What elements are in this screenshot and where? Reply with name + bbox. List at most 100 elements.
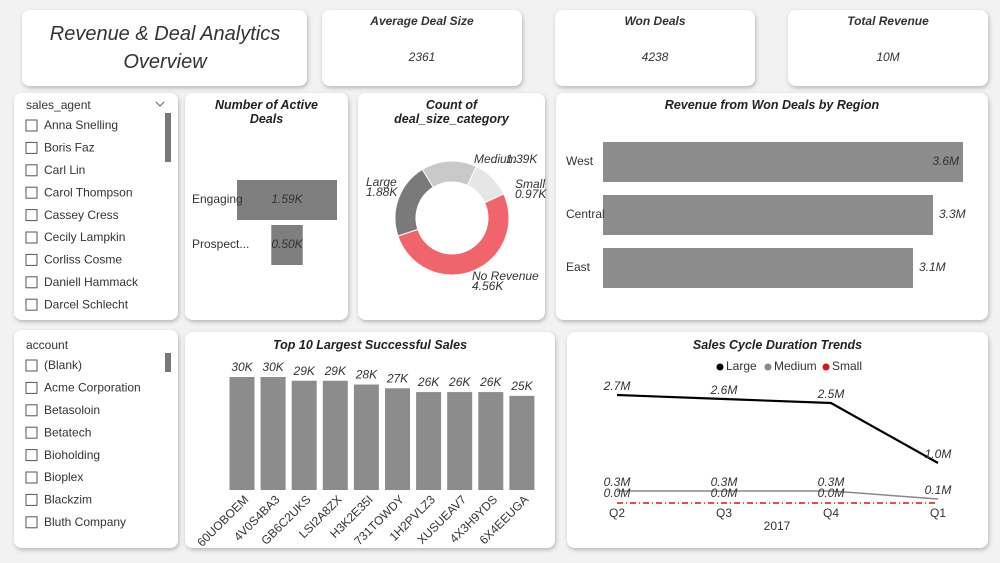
bar <box>603 142 963 182</box>
slicer-item[interactable]: Carol Thompson <box>44 185 133 199</box>
checkbox[interactable] <box>25 426 38 439</box>
y-tick-label: East <box>566 260 591 274</box>
kpi-value: 10M <box>876 50 899 64</box>
donut-category: Medium <box>474 152 517 166</box>
data-label: 29K <box>324 364 347 378</box>
data-label: 3.6M <box>932 154 959 168</box>
slicer-item[interactable]: Bluth Company <box>44 515 126 529</box>
chart-title: Sales Cycle Duration Trends <box>692 338 863 352</box>
slicer-item[interactable]: Acme Corporation <box>44 381 141 395</box>
checkbox[interactable] <box>25 119 38 132</box>
data-label: 2.6M <box>710 383 738 397</box>
legend-marker[interactable] <box>822 363 830 371</box>
checkbox[interactable] <box>25 404 38 417</box>
chart-panel <box>358 93 545 320</box>
data-label: 30K <box>262 360 284 374</box>
chevron[interactable] <box>155 101 165 107</box>
donut-category: Large <box>366 175 397 189</box>
slicer-field: sales_agent <box>26 98 91 112</box>
bar <box>509 395 535 490</box>
slicer-item[interactable]: Bioplex <box>44 470 83 484</box>
bar <box>322 380 348 490</box>
slicer-item[interactable]: Darcel Schlecht <box>44 297 129 311</box>
slicer-item[interactable]: Bioholding <box>44 448 100 462</box>
slicer-item[interactable]: Boris Faz <box>44 141 95 155</box>
x-tick-label: Q1 <box>930 506 946 520</box>
legend-marker[interactable] <box>764 363 772 371</box>
data-label: 3.3M <box>939 207 966 221</box>
chart-title: Revenue from Won Deals by Region <box>664 98 880 112</box>
slicer-item[interactable]: Betasoloin <box>44 403 100 417</box>
checkbox[interactable] <box>25 141 38 154</box>
slicer-item[interactable]: Corliss Cosme <box>44 253 122 267</box>
slicer-item[interactable]: Anna Snelling <box>44 118 118 132</box>
data-label: 0.0M <box>604 486 631 500</box>
checkbox[interactable] <box>25 298 38 311</box>
kpi-card <box>555 10 755 86</box>
data-label: 3.1M <box>919 260 946 274</box>
funnel-category: Prospect... <box>192 237 249 251</box>
checkbox[interactable] <box>25 381 38 394</box>
line-series <box>617 490 939 500</box>
funnel-bar <box>237 180 337 220</box>
bar <box>229 377 255 490</box>
kpi-value: 4238 <box>642 50 669 64</box>
scrollbar[interactable] <box>165 353 171 372</box>
checkbox[interactable] <box>25 449 38 462</box>
x-axis-label: 2017 <box>764 519 791 533</box>
checkbox[interactable] <box>25 493 38 506</box>
checkbox[interactable] <box>25 253 38 266</box>
data-label: 2.7M <box>603 379 631 393</box>
slicer-item[interactable]: Blackzim <box>44 493 92 507</box>
data-label: 29K <box>293 364 316 378</box>
donut-value: 1.88K <box>366 185 398 199</box>
data-label: 0.3M <box>604 475 631 489</box>
y-tick-label: Central <box>566 207 605 221</box>
x-tick-label: Q3 <box>716 506 732 520</box>
slicer-item[interactable]: Daniell Hammack <box>44 275 139 289</box>
bar <box>447 392 473 490</box>
legend-label[interactable]: Medium <box>774 359 817 373</box>
slicer-panel <box>14 330 178 548</box>
slicer-item[interactable]: Betatech <box>44 425 91 439</box>
slicer-item[interactable]: Carl Lin <box>44 163 85 177</box>
bar <box>291 380 317 490</box>
slicer-item[interactable]: Cassey Cress <box>44 208 119 222</box>
checkbox[interactable] <box>25 359 38 372</box>
bar <box>603 248 913 288</box>
kpi-value: 2361 <box>408 50 436 64</box>
checkbox[interactable] <box>25 209 38 222</box>
checkbox[interactable] <box>25 164 38 177</box>
donut-value: 4.56K <box>472 279 504 293</box>
dashboard-title: Revenue & Deal Analytics Overview <box>49 23 281 73</box>
legend-label[interactable]: Large <box>726 359 757 373</box>
bar <box>478 392 504 490</box>
data-label: 0.3M <box>711 475 738 489</box>
checkbox[interactable] <box>25 276 38 289</box>
slicer-item[interactable]: Cecily Lampkin <box>44 230 125 244</box>
legend-label[interactable]: Small <box>832 359 862 373</box>
checkbox[interactable] <box>25 471 38 484</box>
kpi-card <box>788 10 988 86</box>
checkbox[interactable] <box>25 231 38 244</box>
checkbox[interactable] <box>25 186 38 199</box>
x-tick-label: Q2 <box>609 506 625 520</box>
bar <box>603 195 933 235</box>
funnel-bar <box>271 225 303 265</box>
data-label: 25K <box>510 379 533 393</box>
donut-slice <box>397 193 510 276</box>
bar <box>416 392 442 490</box>
donut-slice <box>394 168 434 237</box>
scrollbar[interactable] <box>165 113 171 162</box>
chart-title: Top 10 Largest Successful Sales <box>272 338 468 352</box>
kpi-label: Average Deal Size <box>369 14 474 28</box>
bar <box>260 377 286 490</box>
funnel-category: Engaging <box>192 192 243 206</box>
checkbox[interactable] <box>25 516 38 529</box>
legend-marker[interactable] <box>716 363 724 371</box>
data-label: 26K <box>448 375 471 389</box>
title-card <box>22 10 307 86</box>
slicer-item[interactable]: (Blank) <box>44 358 82 372</box>
